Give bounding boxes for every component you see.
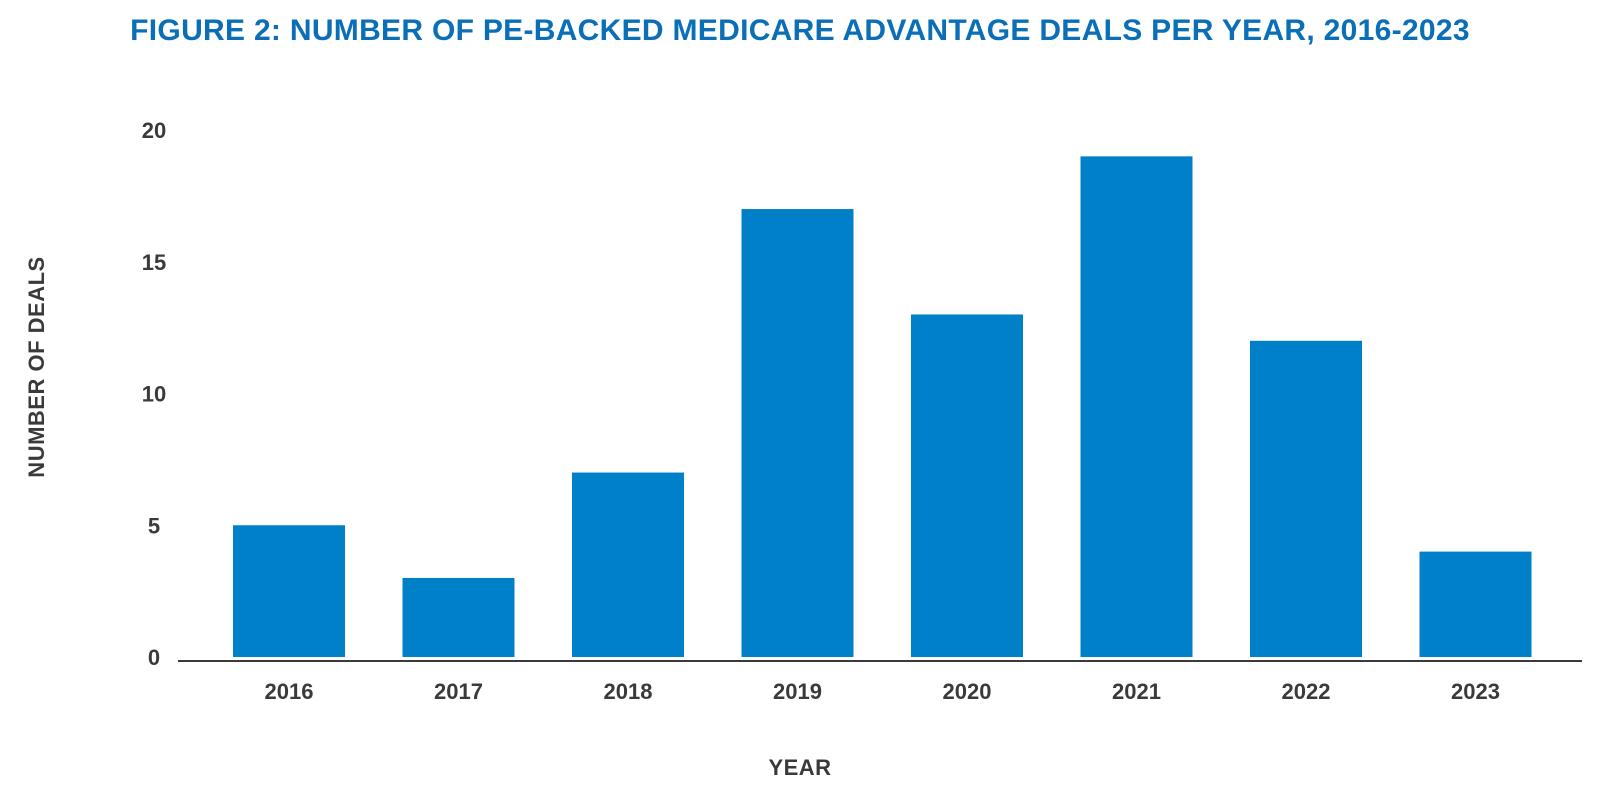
y-tick-label-15: 15 [142, 250, 166, 275]
bar-2019 [741, 209, 854, 658]
x-tick-label-2019: 2019 [773, 679, 822, 704]
y-tick-label-20: 20 [142, 118, 166, 143]
y-axis-title: NUMBER OF DEALS [24, 256, 49, 477]
x-tick-label-2023: 2023 [1451, 679, 1500, 704]
bar-2018 [572, 472, 684, 657]
y-tick-label-0: 0 [148, 645, 160, 670]
x-axis-ticks: 2016 2017 2018 2019 2020 2021 2022 2023 [265, 679, 1500, 704]
x-axis-title: YEAR [768, 755, 831, 780]
x-tick-label-2018: 2018 [604, 679, 653, 704]
x-tick-label-2020: 2020 [943, 679, 992, 704]
y-axis-ticks: 0 5 10 15 20 [142, 118, 166, 670]
bar-2016 [233, 525, 345, 657]
x-tick-label-2017: 2017 [434, 679, 483, 704]
bar-2020 [911, 314, 1023, 657]
bar-2017 [402, 577, 515, 657]
bar-2021 [1080, 156, 1193, 657]
y-tick-label-10: 10 [142, 382, 166, 407]
bars-group [233, 156, 1532, 658]
x-tick-label-2016: 2016 [265, 679, 314, 704]
bar-2023 [1419, 551, 1532, 657]
y-tick-label-5: 5 [148, 513, 160, 538]
x-tick-label-2022: 2022 [1282, 679, 1331, 704]
bar-2022 [1250, 340, 1362, 657]
x-tick-label-2021: 2021 [1112, 679, 1161, 704]
chart-title: FIGURE 2: NUMBER OF PE-BACKED MEDICARE A… [130, 14, 1470, 47]
